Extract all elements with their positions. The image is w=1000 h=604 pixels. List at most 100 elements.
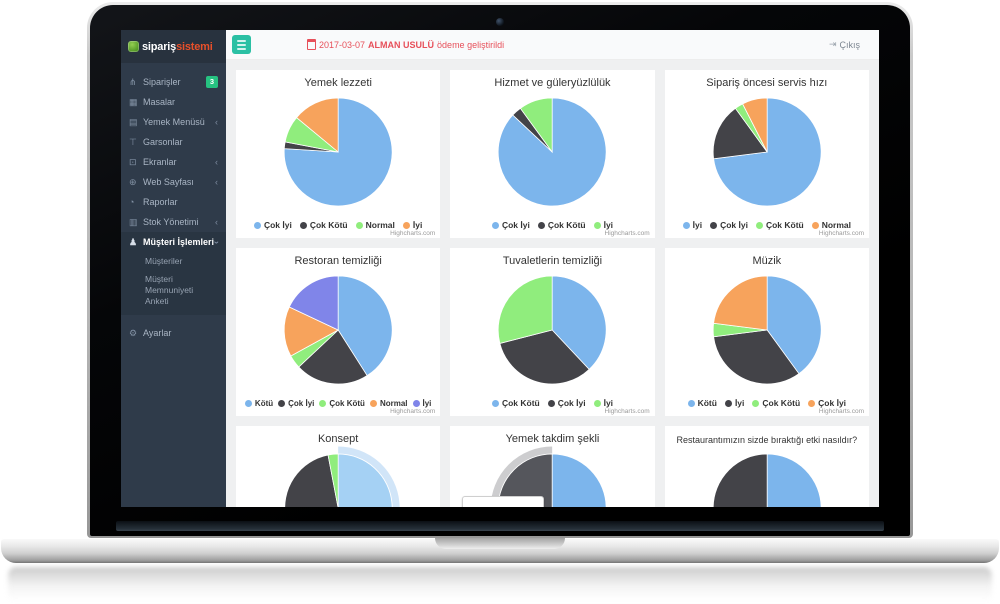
legend-item[interactable]: İyi [724, 398, 744, 408]
sidebar-item-label: Web Sayfası [143, 177, 194, 187]
legend-item[interactable]: Çok İyi [278, 399, 314, 408]
logout-button[interactable]: ⇥ Çıkış [823, 38, 866, 51]
legend-item[interactable]: Çok Kötü [319, 399, 365, 408]
legend-item[interactable]: Kötü [687, 398, 717, 408]
pie-slice[interactable] [337, 453, 393, 507]
pie-slice[interactable] [520, 97, 553, 154]
pie-slice[interactable] [498, 275, 553, 344]
pie-slice[interactable] [295, 97, 339, 153]
sidebar-item-ekranlar[interactable]: ⊡ Ekranlar ‹ [121, 152, 226, 172]
sidebar-subitem-musteri-memnuniyeti-anketi[interactable]: Müşteri Memnuniyeti Anketi [145, 274, 194, 307]
pie-chart-yemek-takdim-sekli [491, 446, 607, 507]
legend-item[interactable]: Çok Kötü [755, 220, 804, 230]
laptop-base [1, 538, 999, 563]
pie-slice[interactable] [766, 453, 822, 507]
highcharts-watermark[interactable]: Highcharts.com [604, 230, 650, 237]
chart-title: Yemek lezzeti [304, 77, 372, 89]
calendar-icon [307, 39, 316, 50]
pie-slice[interactable] [498, 453, 553, 507]
sidebar-item-stok-yonetimi[interactable]: ▥ Stok Yönetimi ‹ [121, 212, 226, 232]
slice-halo [491, 446, 553, 507]
chart-card-restaurant-etki: Restaurantımızın sizde bıraktığı etki na… [664, 426, 869, 507]
pie-slice[interactable] [327, 453, 339, 507]
legend-item[interactable]: Çok İyi [808, 398, 846, 408]
legend-item[interactable]: Normal [355, 220, 395, 230]
legend-item[interactable]: İyi [682, 220, 702, 230]
legend-item[interactable]: İyi [593, 398, 613, 408]
chart-tooltip [462, 496, 545, 507]
pie-chart-yemek-lezzeti [283, 97, 393, 207]
sidebar-item-masalar[interactable]: ▦ Masalar [121, 92, 226, 112]
legend-item[interactable]: Çok İyi [253, 220, 292, 230]
legend-item[interactable]: Çok İyi [710, 220, 748, 230]
legend-item[interactable]: Çok Kötü [537, 220, 586, 230]
sidebar-item-label: Siparişler [143, 77, 181, 87]
chart-title: Hizmet ve güleryüzlülük [494, 77, 611, 89]
legend-item[interactable]: Çok Kötü [299, 220, 348, 230]
legend-item[interactable]: Çok Kötü [752, 398, 800, 408]
highcharts-watermark[interactable]: Highcharts.com [390, 230, 436, 237]
highcharts-watermark[interactable]: Highcharts.com [390, 408, 436, 415]
pie-slice[interactable] [766, 275, 822, 375]
hamburger-icon [237, 39, 246, 42]
legend-item[interactable]: İyi [402, 220, 423, 230]
notification-text: 2017-03-07 ALMAN USULÜ ödeme geliştirild… [307, 39, 504, 50]
pie-slice[interactable] [712, 453, 768, 507]
pie-slice[interactable] [284, 454, 349, 507]
app-logo[interactable]: sipariş sistemi [121, 30, 226, 63]
laptop-lid: sipariş sistemi ⋔ Siparişler 3 ▦ Masalar ▤ Yeme… [87, 2, 913, 538]
legend-item[interactable]: Normal [811, 220, 852, 230]
sidebar-subitem-musteriler[interactable]: Müşteriler [145, 256, 183, 266]
stock-icon: ▥ [129, 216, 138, 227]
legend-item[interactable]: Kötü [244, 399, 273, 408]
pie-slice[interactable] [499, 329, 591, 385]
sidebar-item-garsonlar[interactable]: ⊤ Garsonlar [121, 132, 226, 152]
sidebar-menu: ⋔ Siparişler 3 ▦ Masalar ▤ Yemek Menüsü ‹ ⊤ Garso… [121, 63, 226, 343]
sidebar-item-ayarlar[interactable]: ⚙ Ayarlar [121, 323, 226, 343]
pie-slice[interactable] [298, 329, 368, 385]
sidebar-item-siparisler[interactable]: ⋔ Siparişler 3 [121, 72, 226, 92]
pie-slice[interactable] [741, 97, 768, 153]
legend-label: Çok İyi [818, 398, 847, 408]
highcharts-watermark[interactable]: Highcharts.com [818, 408, 864, 415]
pie-chart-muzik [712, 275, 822, 385]
pie-slice[interactable] [283, 306, 340, 357]
sidebar-item-label: Müşteri İşlemleri [143, 237, 215, 247]
chart-card-siparis-oncesi-servis-hizi: Sipariş öncesi servis hızı İyi Çok İyi Çok … [664, 70, 869, 238]
sidebar-item-yemek-menusu[interactable]: ▤ Yemek Menüsü ‹ [121, 112, 226, 132]
legend-marker-icon [244, 400, 252, 407]
legend-label: İyi [412, 220, 423, 230]
pie-chart-hizmet-ve-guleryuzluluk [498, 97, 607, 207]
legend-marker-icon [710, 221, 718, 229]
pie-slice[interactable] [552, 275, 607, 370]
highcharts-watermark[interactable]: Highcharts.com [818, 230, 864, 237]
highcharts-watermark[interactable]: Highcharts.com [604, 408, 650, 415]
pie-slice[interactable] [552, 453, 607, 507]
legend-label: Normal [821, 220, 852, 230]
legend-label: İyi [603, 220, 614, 230]
chart-card-muzik: Müzik Kötü İyi Çok Kötü Çok İyi Highcharts.co… [664, 248, 869, 416]
sidebar-item-label: Masalar [143, 97, 176, 107]
pie-slice[interactable] [712, 329, 800, 385]
pie-slice[interactable] [712, 107, 768, 160]
sidebar-item-raporlar[interactable]: ◔ Raporlar [121, 192, 226, 212]
legend-item[interactable]: Çok İyi [547, 398, 586, 408]
legend-item[interactable]: İyi [412, 399, 431, 408]
sidebar-toggle-button[interactable] [232, 35, 251, 54]
sidebar-item-label: Garsonlar [143, 137, 183, 147]
legend-marker-icon [593, 221, 601, 229]
sidebar-item-web-sayfasi[interactable]: ⊕ Web Sayfası ‹ [121, 172, 226, 192]
pie-chart-tuvaletlerin-temizligi [498, 275, 607, 385]
legend-marker-icon [369, 400, 377, 407]
sidebar-item-musteri-islemleri[interactable]: ♟ Müşteri İşlemleri › [121, 232, 226, 252]
legend-marker-icon [547, 399, 555, 407]
legend-marker-icon [299, 221, 307, 229]
legend-item[interactable]: İyi [593, 220, 614, 230]
legend-item[interactable]: Normal [369, 399, 408, 408]
legend-item[interactable]: Çok İyi [491, 220, 530, 230]
pie-slice[interactable] [288, 275, 339, 331]
pie-chart-konsept [284, 446, 400, 507]
legend-label: Çok Kötü [765, 220, 804, 230]
legend-item[interactable]: Çok Kötü [491, 398, 540, 408]
pie-slice[interactable] [712, 275, 768, 331]
